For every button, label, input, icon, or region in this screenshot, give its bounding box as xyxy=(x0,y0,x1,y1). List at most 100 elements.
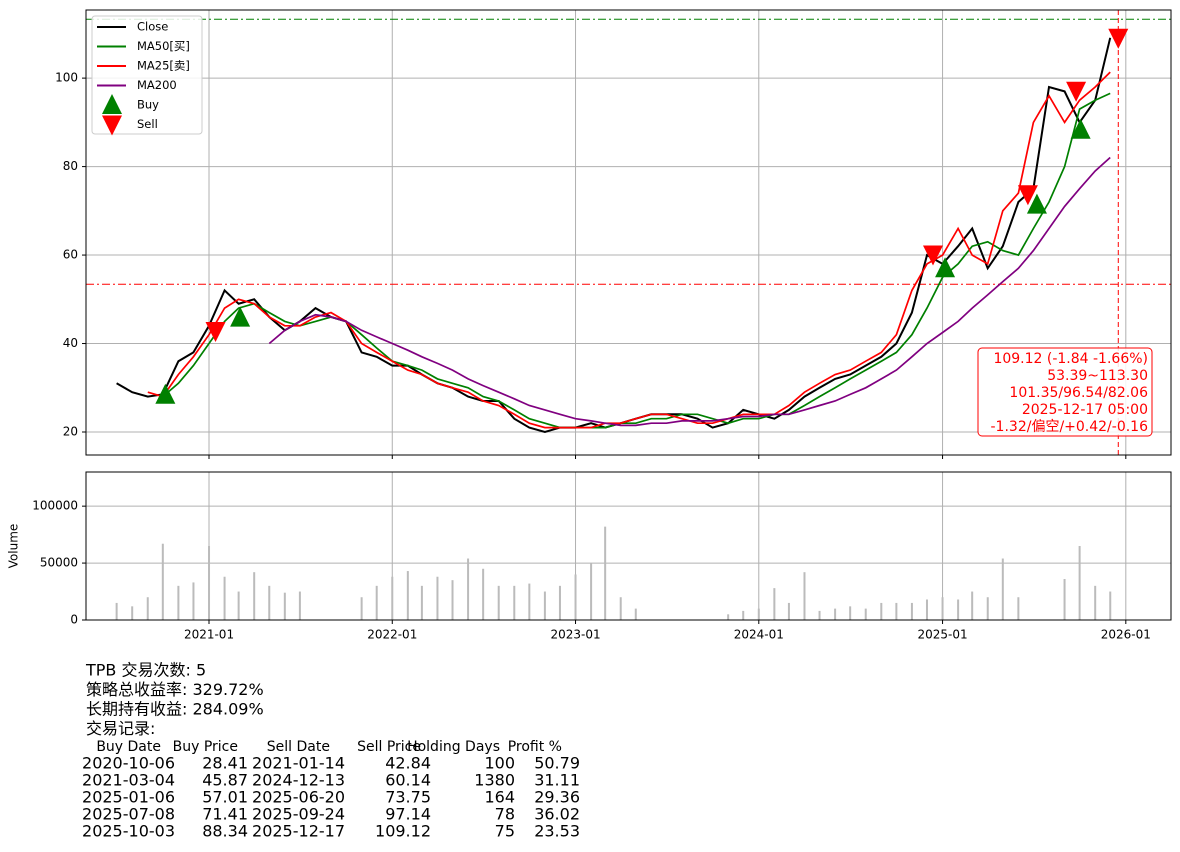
table-cell: 42.84 xyxy=(385,754,431,773)
volume-bar xyxy=(497,585,500,620)
legend-swatch xyxy=(102,115,122,136)
volume-bar xyxy=(634,608,637,620)
table-cell: 2025-01-06 xyxy=(82,788,175,807)
volume-bar xyxy=(574,574,577,620)
volume-bar xyxy=(971,591,974,620)
volume-bar xyxy=(773,588,776,620)
y-tick-label: 60 xyxy=(63,248,78,262)
volume-bar xyxy=(757,608,760,620)
volume-bar xyxy=(910,602,913,620)
table-cell: 50.79 xyxy=(534,754,580,773)
table-cell: 45.87 xyxy=(202,771,248,790)
y-tick-label: 100000 xyxy=(32,499,78,513)
volume-bar xyxy=(727,614,730,620)
x-tick-label: 2022-01 xyxy=(367,628,417,642)
volume-bar xyxy=(1109,591,1112,620)
summary-line: TPB 交易次数: 5 xyxy=(85,661,206,680)
price-line xyxy=(147,71,1111,429)
volume-bar xyxy=(787,602,790,620)
annotation-text: 101.35/96.54/82.06 xyxy=(1009,385,1148,401)
buy-marker xyxy=(1070,118,1091,139)
annotation-text: 53.39~113.30 xyxy=(1047,368,1148,384)
volume-bar xyxy=(131,606,134,620)
volume-bar xyxy=(298,591,301,620)
table-header: Holding Days xyxy=(407,739,500,755)
volume-bar xyxy=(161,543,164,620)
volume-bar xyxy=(1017,597,1020,620)
y-tick-label: 50000 xyxy=(40,556,78,570)
volume-bar xyxy=(941,597,944,620)
axes-frame xyxy=(85,471,1172,621)
volume-bar xyxy=(283,592,286,620)
table-cell: 36.02 xyxy=(534,805,580,824)
table-cell: 2025-07-08 xyxy=(82,805,175,824)
volume-bar xyxy=(1063,579,1066,620)
volume-bar xyxy=(146,597,149,620)
table-cell: 60.14 xyxy=(385,771,431,790)
volume-bar xyxy=(360,597,363,620)
volume-bar xyxy=(436,576,439,620)
summary-line: 策略总收益率: 329.72% xyxy=(86,680,264,699)
volume-bar xyxy=(237,591,240,620)
legend-label: Sell xyxy=(137,117,158,131)
volume-bar xyxy=(268,585,271,620)
table-cell: 164 xyxy=(484,788,515,807)
table-cell: 2025-09-24 xyxy=(252,805,345,824)
x-tick-label: 2025-01 xyxy=(917,628,967,642)
sell-marker xyxy=(1066,81,1087,102)
volume-bar xyxy=(849,606,852,620)
table-cell: 88.34 xyxy=(202,822,248,841)
table-cell: 2024-12-13 xyxy=(252,771,345,790)
volume-bar xyxy=(420,585,423,620)
price-line xyxy=(268,156,1111,427)
annotation-text: -1.32/偏空/+0.42/-0.16 xyxy=(991,419,1149,435)
table-cell: 1380 xyxy=(474,771,515,790)
legend-swatch xyxy=(102,94,122,114)
volume-bar xyxy=(115,602,118,620)
volume-bar xyxy=(925,599,928,620)
table-cell: 2025-12-17 xyxy=(252,822,345,841)
annotation-text: 109.12 (-1.84 -1.66%) xyxy=(993,351,1148,367)
x-tick-label: 2024-01 xyxy=(734,628,784,642)
volume-bar xyxy=(742,610,745,620)
legend-label: Buy xyxy=(137,98,159,112)
legend-label: Close xyxy=(137,20,168,34)
sell-marker xyxy=(923,245,944,266)
annotation-box xyxy=(977,347,1153,437)
table-cell: 23.53 xyxy=(534,822,580,841)
table-header: Sell Price xyxy=(357,739,421,755)
volume-bar xyxy=(467,558,470,620)
table-cell: 2021-01-14 xyxy=(252,754,345,773)
summary-line: 交易记录: xyxy=(86,719,155,738)
y-tick-label: 40 xyxy=(63,336,78,350)
volume-bar xyxy=(986,597,989,620)
table-header: Buy Date xyxy=(96,739,161,755)
volume-bar xyxy=(864,608,867,620)
table-cell: 73.75 xyxy=(385,788,431,807)
table-cell: 100 xyxy=(484,754,515,773)
volume-bar xyxy=(818,610,821,620)
volume-bar xyxy=(391,576,394,620)
sell-marker xyxy=(1017,185,1038,206)
y-axis-label: Volume xyxy=(7,524,21,569)
y-tick-label: 20 xyxy=(63,424,78,438)
volume-bar xyxy=(619,597,622,620)
volume-bar xyxy=(1094,585,1097,620)
table-cell: 78 xyxy=(495,805,515,824)
volume-bar xyxy=(1078,546,1081,620)
volume-bar xyxy=(192,582,195,620)
volume-bar xyxy=(223,576,226,620)
table-cell: 97.14 xyxy=(385,805,431,824)
axes-frame xyxy=(85,9,1172,456)
table-cell: 2025-10-03 xyxy=(82,822,175,841)
volume-bar xyxy=(1001,558,1004,620)
buy-marker xyxy=(230,306,251,327)
table-cell: 2021-03-04 xyxy=(82,771,175,790)
table-header: Profit % xyxy=(508,739,562,755)
annotation-text: 2025-12-17 05:00 xyxy=(1022,402,1148,418)
price-line xyxy=(162,92,1111,429)
volume-bar xyxy=(528,583,531,620)
volume-bar xyxy=(558,585,561,620)
